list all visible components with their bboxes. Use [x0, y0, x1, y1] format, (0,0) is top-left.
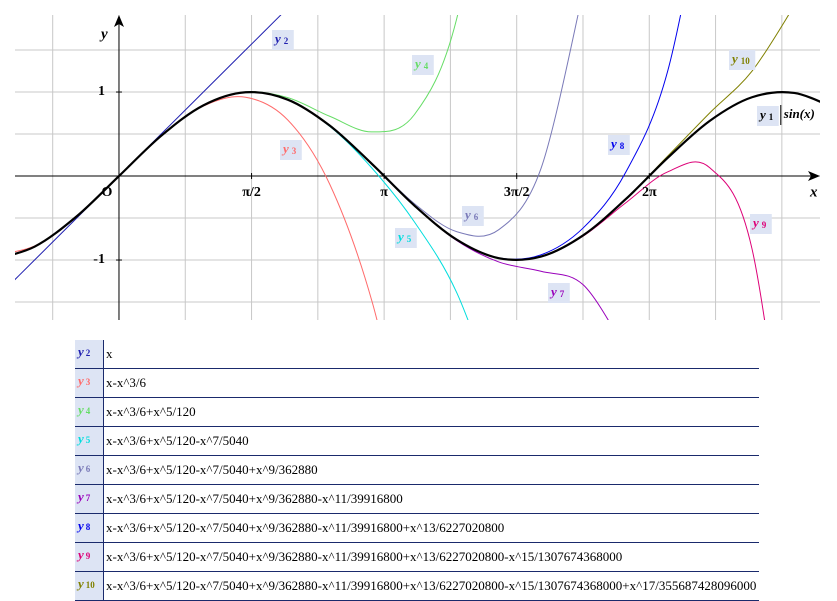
label-bg — [548, 283, 570, 303]
formula-label: sin(x) — [783, 106, 815, 121]
label-bg — [757, 106, 779, 126]
formula: x-x^3/6+x^5/120-x^7/5040 — [103, 427, 759, 455]
table-row: y 7 x-x^3/6+x^5/120-x^7/5040+x^9/362880-x^… — [75, 485, 759, 514]
chart: x y O π/2 π 3π/2 2π 1 -1 y 1 sin(x) y 2 y 3 y 4 y 5 y 6 y 7 y 8 y 9… — [15, 15, 820, 320]
label-bg — [272, 30, 294, 50]
x-tick-label: π — [380, 185, 388, 200]
label-bg — [395, 228, 417, 248]
y-tick-label: 1 — [98, 84, 105, 99]
table-row: y 6 x-x^3/6+x^5/120-x^7/5040+x^9/362880 — [75, 456, 759, 485]
table-row: y 5 x-x^3/6+x^5/120-x^7/5040 — [75, 427, 759, 456]
formula-table: y 2 x y 3 x-x^3/6 y 4 x-x^3/6+x^5/120 y 5 x-x^3/6+x… — [75, 340, 759, 601]
formula: x-x^3/6+x^5/120-x^7/5040+x^9/362880-x^11… — [103, 514, 759, 542]
label-bg — [412, 55, 434, 75]
y-axis-label: y — [99, 26, 108, 42]
curve — [15, 15, 459, 255]
formula: x-x^3/6+x^5/120 — [103, 398, 759, 426]
curve — [15, 15, 282, 281]
x-tick-label: 3π/2 — [504, 185, 530, 200]
x-tick-label: 2π — [642, 185, 657, 200]
grid — [15, 15, 820, 320]
formula: x-x^3/6+x^5/120-x^7/5040+x^9/362880-x^11… — [103, 572, 759, 600]
legend-label: y 10 — [730, 51, 750, 66]
x-tick-label: π/2 — [242, 185, 261, 200]
y-tick-label: -1 — [93, 252, 105, 267]
table-row: y 9 x-x^3/6+x^5/120-x^7/5040+x^9/362880-x^… — [75, 543, 759, 572]
y-arrow — [113, 15, 124, 27]
curve — [15, 91, 609, 320]
x-axis-label: x — [809, 184, 818, 200]
label-bg — [608, 135, 630, 155]
formula: x — [103, 340, 759, 368]
formula: x-x^3/6 — [103, 369, 759, 397]
label-bg — [750, 214, 772, 234]
formula: x-x^3/6+x^5/120-x^7/5040+x^9/362880-x^11… — [103, 485, 759, 513]
formula: x-x^3/6+x^5/120-x^7/5040+x^9/362880 — [103, 456, 759, 484]
table-row: y 4 x-x^3/6+x^5/120 — [75, 398, 759, 427]
table-row: y 3 x-x^3/6 — [75, 369, 759, 398]
table-row: y 10 x-x^3/6+x^5/120-x^7/5040+x^9/362880-x… — [75, 572, 759, 601]
formula: x-x^3/6+x^5/120-x^7/5040+x^9/362880-x^11… — [103, 543, 759, 571]
curves — [15, 15, 820, 320]
row-label: y 10 — [75, 572, 103, 600]
curve — [15, 96, 378, 320]
x-arrow — [808, 171, 820, 182]
label-bg — [280, 140, 302, 160]
curve — [15, 90, 820, 262]
table-row: y 8 x-x^3/6+x^5/120-x^7/5040+x^9/362880-x^… — [75, 514, 759, 543]
label-bg — [462, 206, 484, 226]
overlay: x y O π/2 π 3π/2 2π 1 -1 y 1 sin(x) y 2 y 3 y 4 y 5 y 6 y 7 y 8 y 9… — [93, 26, 818, 303]
x-tick-label: O — [102, 185, 113, 200]
label-bg — [729, 50, 756, 70]
